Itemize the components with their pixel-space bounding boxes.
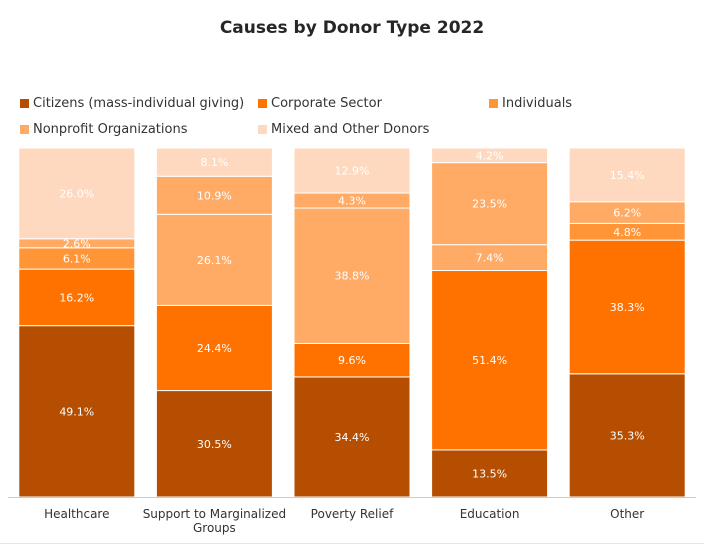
data-label: 16.2%	[59, 291, 94, 304]
data-label: 35.3%	[610, 429, 645, 442]
bar-segment	[431, 244, 549, 271]
data-label: 38.8%	[335, 270, 370, 283]
x-tick-label: Poverty Relief	[311, 507, 394, 521]
data-label: 12.9%	[335, 165, 370, 178]
legend-label: Citizens (mass-individual giving)	[33, 96, 245, 111]
data-label: 26.0%	[59, 187, 94, 200]
legend-swatch	[20, 125, 29, 134]
legend-swatch	[489, 99, 498, 108]
bar-segment	[293, 207, 411, 344]
data-label: 7.4%	[476, 252, 504, 265]
legend-label: Corporate Sector	[271, 96, 382, 111]
bar-segment	[431, 162, 549, 246]
data-label: 6.2%	[613, 207, 641, 220]
bar-segment	[568, 373, 686, 498]
legend-swatch	[258, 125, 267, 134]
bar-segment	[18, 325, 136, 498]
bar-segment	[293, 147, 411, 194]
bar-segment	[293, 342, 411, 378]
x-tick-label: Groups	[193, 521, 236, 535]
legend-item-nonprofit: Nonprofit Organizations	[20, 122, 187, 137]
legend-label: Nonprofit Organizations	[33, 122, 188, 137]
legend-item-citizens: Citizens (mass-individual giving)	[20, 96, 244, 111]
legend-item-corporate: Corporate Sector	[258, 96, 382, 111]
bar-segment	[431, 269, 549, 451]
bar-segment	[568, 147, 686, 203]
data-label: 38.3%	[610, 301, 645, 314]
data-label: 34.4%	[335, 431, 370, 444]
legend-item-individuals: Individuals	[489, 96, 572, 111]
bar-segment	[18, 147, 136, 240]
data-label: 23.5%	[472, 198, 507, 211]
chart-title: Causes by Donor Type 2022	[219, 18, 485, 38]
data-label: 6.1%	[63, 252, 91, 265]
bar-segment	[155, 304, 273, 392]
x-tick-label: Other	[610, 507, 644, 521]
bar-segment	[568, 239, 686, 375]
bar-segment	[431, 147, 549, 164]
x-tick-label: Education	[460, 507, 520, 521]
legend-item-mixed: Mixed and Other Donors	[258, 122, 429, 137]
legend-swatch	[258, 99, 267, 108]
data-label: 8.1%	[200, 156, 228, 169]
data-label: 49.1%	[59, 405, 94, 418]
data-label: 9.6%	[338, 354, 366, 367]
data-label: 24.4%	[197, 342, 232, 355]
bar-segment	[155, 175, 273, 215]
data-label: 4.3%	[338, 195, 366, 208]
data-label: 26.1%	[197, 254, 232, 267]
data-label: 30.5%	[197, 438, 232, 451]
legend-label: Individuals	[502, 96, 573, 111]
x-tick-label: Support to Marginalized	[143, 507, 286, 521]
data-label: 51.4%	[472, 354, 507, 367]
data-label: 4.2%	[476, 149, 504, 162]
bottom-divider	[0, 543, 704, 544]
bar-segment	[293, 376, 411, 498]
data-label: 13.5%	[472, 467, 507, 480]
bar-segment	[155, 213, 273, 306]
data-label: 10.9%	[197, 189, 232, 202]
bar-segment	[155, 147, 273, 177]
x-tick-label: Healthcare	[44, 507, 109, 521]
bar-segment	[18, 268, 136, 327]
data-label: 15.4%	[610, 169, 645, 182]
legend-swatch	[20, 99, 29, 108]
bar-segment	[155, 390, 273, 498]
data-label: 2.6%	[63, 237, 91, 250]
legend-label: Mixed and Other Donors	[271, 122, 430, 137]
data-label: 4.8%	[613, 226, 641, 239]
